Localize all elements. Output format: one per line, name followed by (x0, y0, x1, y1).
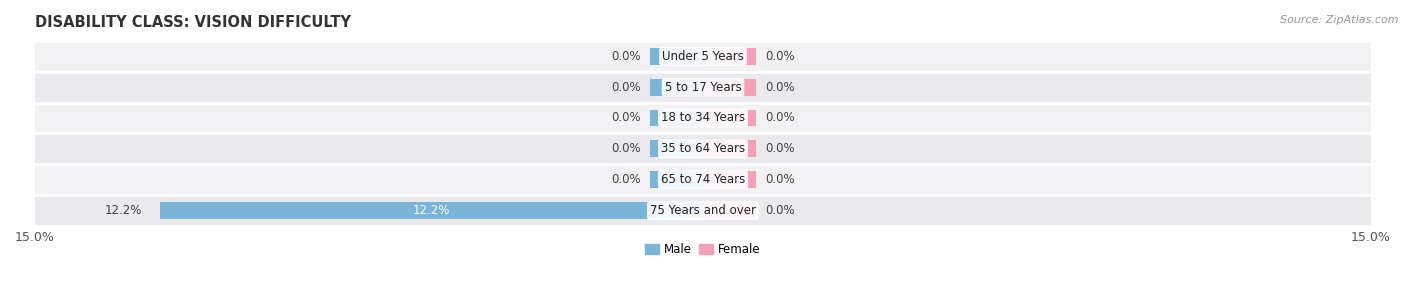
Bar (35, 41, 1371, 72)
Text: 12.2%: 12.2% (412, 204, 450, 217)
Bar (650, 79, 703, 96)
Text: 0.0%: 0.0% (612, 81, 641, 94)
Bar (35, 164, 1371, 195)
Bar (35, 195, 1371, 226)
Text: 0.0%: 0.0% (612, 112, 641, 124)
Bar (703, 48, 756, 65)
Text: 35 to 64 Years: 35 to 64 Years (661, 142, 745, 155)
Bar (160, 202, 703, 219)
Text: DISABILITY CLASS: VISION DIFFICULTY: DISABILITY CLASS: VISION DIFFICULTY (35, 15, 352, 30)
Text: 0.0%: 0.0% (612, 50, 641, 63)
Text: Under 5 Years: Under 5 Years (662, 50, 744, 63)
Bar (703, 109, 756, 127)
Text: 0.0%: 0.0% (612, 173, 641, 186)
Text: 12.2%: 12.2% (104, 204, 142, 217)
Text: 0.0%: 0.0% (765, 81, 794, 94)
Text: 18 to 34 Years: 18 to 34 Years (661, 112, 745, 124)
Bar (650, 48, 703, 65)
Bar (35, 133, 1371, 164)
Bar (650, 171, 703, 188)
Bar (35, 102, 1371, 133)
Text: 0.0%: 0.0% (765, 142, 794, 155)
Bar (650, 140, 703, 157)
Legend: Male, Female: Male, Female (641, 238, 765, 261)
Bar (703, 79, 756, 96)
Text: 65 to 74 Years: 65 to 74 Years (661, 173, 745, 186)
Bar (703, 202, 756, 219)
Text: 75 Years and over: 75 Years and over (650, 204, 756, 217)
Text: 0.0%: 0.0% (765, 112, 794, 124)
Bar (650, 109, 703, 127)
Text: 5 to 17 Years: 5 to 17 Years (665, 81, 741, 94)
Text: 0.0%: 0.0% (765, 204, 794, 217)
Bar (703, 171, 756, 188)
Text: 0.0%: 0.0% (612, 142, 641, 155)
Text: Source: ZipAtlas.com: Source: ZipAtlas.com (1281, 15, 1399, 25)
Text: 0.0%: 0.0% (765, 173, 794, 186)
Bar (35, 72, 1371, 102)
Text: 0.0%: 0.0% (765, 50, 794, 63)
Bar (703, 140, 756, 157)
